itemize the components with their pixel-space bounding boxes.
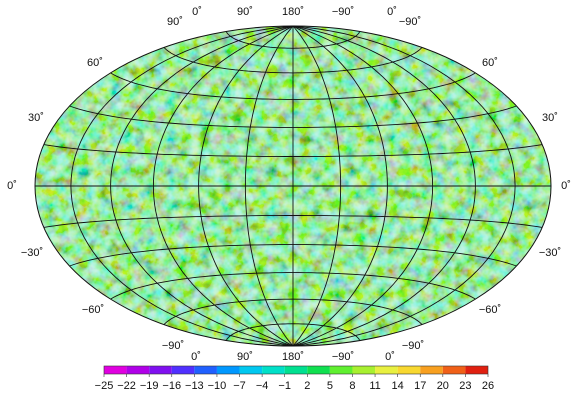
right-label: 30˚ xyxy=(542,112,558,124)
colorbar-segment xyxy=(217,366,240,374)
colorbar-segment xyxy=(420,366,443,374)
left-label: 60˚ xyxy=(87,57,103,69)
right-label: −60˚ xyxy=(479,304,501,316)
left-label: −30˚ xyxy=(21,247,43,259)
colorbar-label: −16 xyxy=(162,380,181,392)
right-label: 60˚ xyxy=(482,57,498,69)
colorbar-segment xyxy=(172,366,195,374)
lunar-gravity-map: 90˚0˚90˚180˚−90˚0˚−90˚−90˚0˚90˚180˚−90˚0… xyxy=(0,0,573,400)
colorbar-segment xyxy=(465,366,488,374)
colorbar-segment xyxy=(262,366,285,374)
top-label: 0˚ xyxy=(192,6,202,18)
right-label: −30˚ xyxy=(539,247,561,259)
bottom-label: 180˚ xyxy=(282,351,304,363)
bottom-label: −90˚ xyxy=(332,351,354,363)
bottom-label: −90˚ xyxy=(402,340,424,352)
bottom-label: 90˚ xyxy=(237,351,253,363)
colorbar-segment xyxy=(285,366,308,374)
colorbar-label: −7 xyxy=(233,380,246,392)
colorbar-segment xyxy=(307,366,330,374)
colorbar-label: −13 xyxy=(185,380,204,392)
colorbar-label: 8 xyxy=(349,380,355,392)
colorbar-label: −22 xyxy=(117,380,136,392)
colorbar: −25−22 −19−16 −13 −10 −7 −4 −1 2 5 8 11 14 17 20 23 26 xyxy=(95,366,494,392)
left-label: 0˚ xyxy=(7,180,17,192)
colorbar-segment xyxy=(352,366,375,374)
colorbar-label: −19 xyxy=(140,380,159,392)
bottom-label: 0˚ xyxy=(191,351,201,363)
bottom-label: 0˚ xyxy=(385,351,395,363)
graticule xyxy=(35,26,551,346)
colorbar-label: 17 xyxy=(414,380,426,392)
top-label: 0˚ xyxy=(387,6,397,18)
colorbar-segment xyxy=(194,366,217,374)
colorbar-label: −4 xyxy=(256,380,269,392)
colorbar-label: 20 xyxy=(437,380,449,392)
left-label: −60˚ xyxy=(82,304,104,316)
bottom-label: −90˚ xyxy=(162,340,184,352)
colorbar-label: 14 xyxy=(392,380,404,392)
colorbar-segment xyxy=(398,366,421,374)
colorbar-label: −10 xyxy=(208,380,227,392)
left-label: 30˚ xyxy=(28,112,44,124)
top-label: −90˚ xyxy=(399,16,421,28)
top-label: 90˚ xyxy=(167,16,183,28)
colorbar-segment xyxy=(127,366,150,374)
colorbar-segment xyxy=(104,366,127,374)
colorbar-segment xyxy=(330,366,353,374)
top-label: 90˚ xyxy=(237,6,253,18)
colorbar-label: 2 xyxy=(304,380,310,392)
colorbar-segment xyxy=(149,366,172,374)
map-surface xyxy=(35,26,551,346)
right-label: 0˚ xyxy=(561,180,571,192)
colorbar-segment xyxy=(240,366,263,374)
top-label: −90˚ xyxy=(332,6,354,18)
colorbar-label: −1 xyxy=(278,380,291,392)
colorbar-segment xyxy=(443,366,466,374)
colorbar-label: 11 xyxy=(369,380,380,392)
colorbar-segment xyxy=(375,366,398,374)
colorbar-label: 26 xyxy=(482,380,494,392)
top-label: 180˚ xyxy=(282,6,304,18)
colorbar-label: −25 xyxy=(95,380,114,392)
colorbar-label: 23 xyxy=(459,380,471,392)
colorbar-label: 5 xyxy=(327,380,333,392)
